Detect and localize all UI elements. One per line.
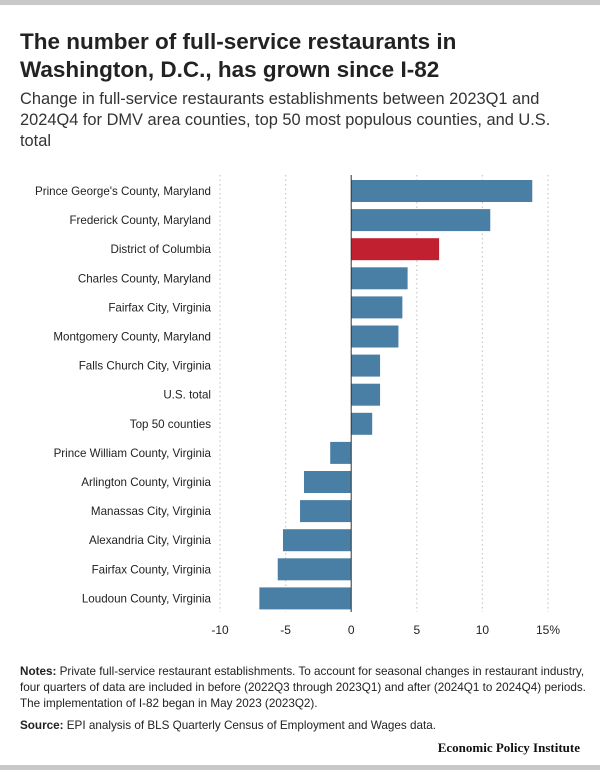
bar [351,296,403,319]
category-label: Charles County, Maryland [78,272,211,285]
chart-title: The number of full-service restaurants i… [20,29,457,82]
bar [330,441,352,464]
source-text: EPI analysis of BLS Quarterly Census of … [66,719,436,732]
bar [277,558,352,581]
category-label: District of Columbia [110,243,211,256]
category-label: Arlington County, Virginia [81,476,211,489]
notes-text: Private full-service restaurant establis… [20,665,586,710]
bar [351,180,533,202]
bar [300,500,352,523]
bar [303,471,352,493]
bar [351,209,491,232]
tick-label: 10 [476,623,490,637]
category-label: U.S. total [163,389,211,402]
bar [351,383,381,406]
brand-logo: Economic Policy Institute [437,740,580,755]
bar [351,238,440,261]
category-label: Alexandria City, Virginia [89,534,212,547]
bar [351,267,408,290]
source-label: Source: [20,719,64,732]
bar [259,587,352,610]
chart-source: Source: EPI analysis of BLS Quarterly Ce… [20,718,590,734]
category-label: Fairfax City, Virginia [108,301,211,314]
bar-chart: Prince George's County, Maryland Frederic… [35,175,560,637]
tick-label: 15% [536,623,560,637]
tick-label: 5 [413,623,420,637]
tick-label: -5 [280,623,291,637]
top-rule [0,0,600,5]
tick-label: 0 [348,623,355,637]
bar [351,325,399,348]
category-label: Montgomery County, Maryland [53,331,211,344]
notes-label: Notes: [20,665,57,678]
category-label: Manassas City, Virginia [91,505,212,518]
bottom-rule [0,765,600,770]
category-label: Frederick County, Maryland [69,214,211,227]
category-label: Fairfax County, Virginia [92,563,212,576]
category-label: Loudoun County, Virginia [82,592,212,605]
category-label: Prince William County, Virginia [54,447,212,460]
chart-notes: Notes: Private full-service restaurant e… [20,664,590,712]
bar [282,529,352,552]
chart-subtitle: Change in full-service restaurants estab… [20,90,551,150]
bar [351,412,373,435]
category-label: Falls Church City, Virginia [79,360,212,373]
category-label: Top 50 counties [130,418,211,431]
tick-label: -10 [211,623,229,637]
bar [351,354,381,377]
category-label: Prince George's County, Maryland [35,185,211,198]
